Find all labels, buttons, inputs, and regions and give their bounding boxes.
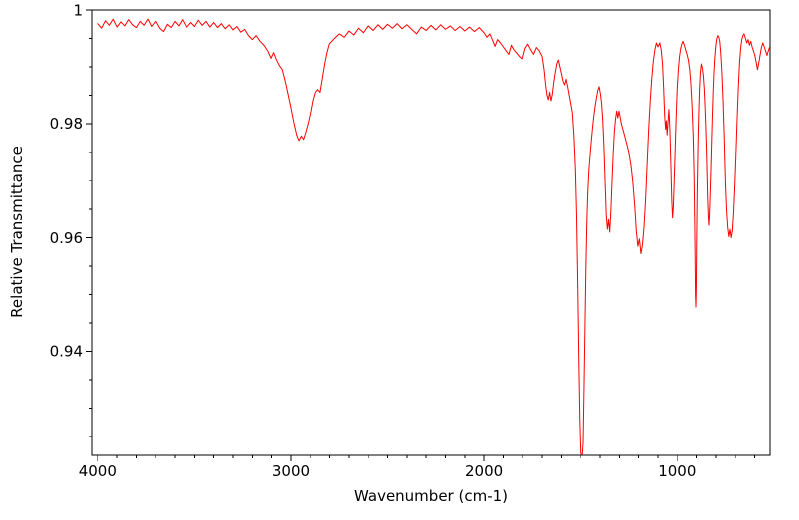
x-tick-label: 4000 (79, 462, 117, 480)
y-tick-label: 0.96 (50, 229, 83, 247)
plot-frame (91, 9, 771, 456)
spectrum-line (97, 18, 770, 455)
x-tick-label: 3000 (272, 462, 310, 480)
x-axis-label: Wavenumber (cm-1) (354, 487, 508, 505)
x-tick-label: 1000 (658, 462, 696, 480)
x-tick-label: 2000 (465, 462, 503, 480)
y-tick-label: 0.98 (50, 115, 83, 133)
y-axis-label: Relative Transmittance (8, 146, 26, 318)
y-tick-label: 1 (73, 1, 83, 19)
y-tick-label: 0.94 (50, 343, 83, 361)
